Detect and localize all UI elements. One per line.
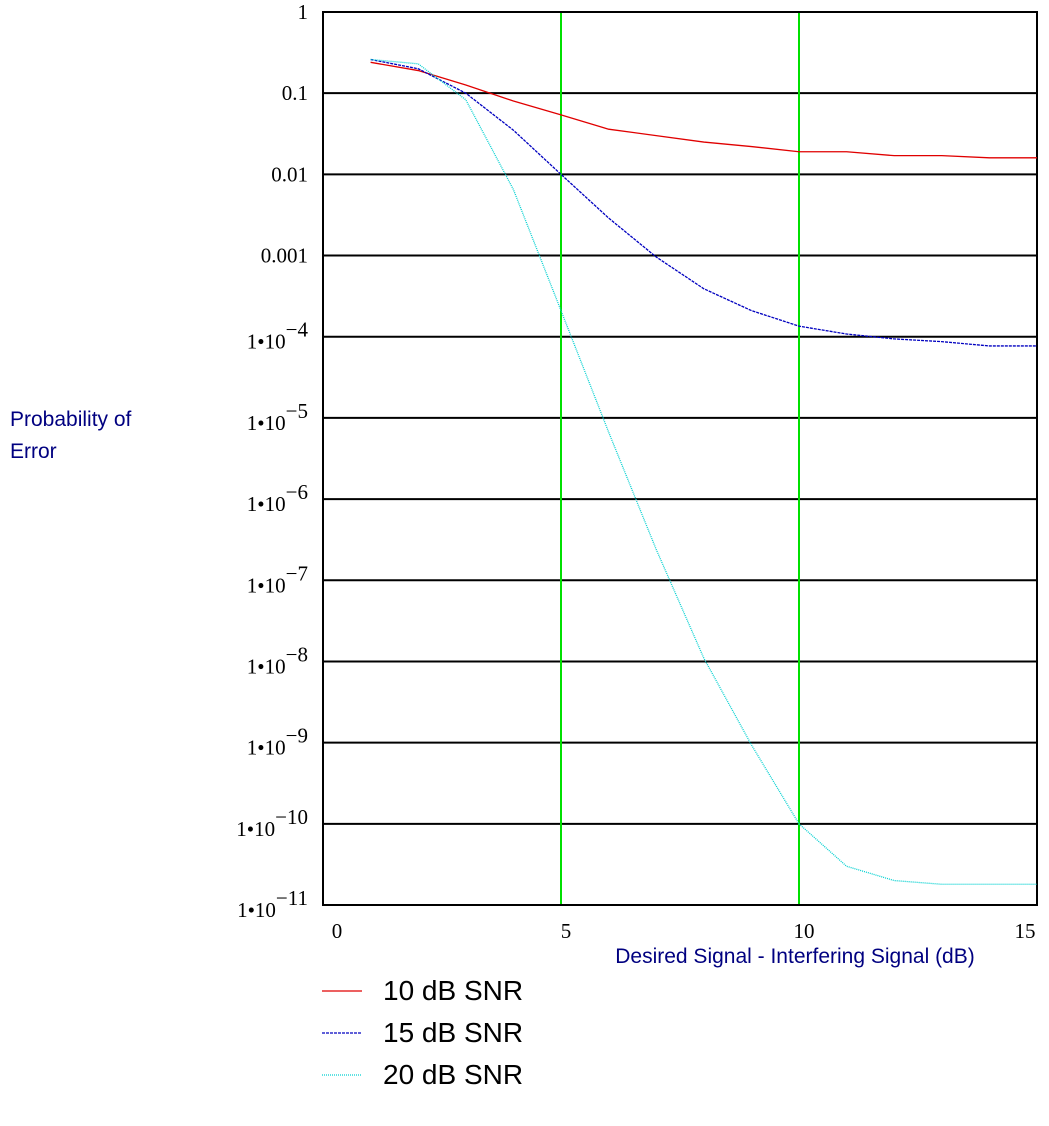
y-tick-label: 0.01 (271, 162, 308, 186)
x-tick-label: 5 (561, 919, 572, 943)
y-tick-label: 0.001 (261, 244, 308, 268)
x-tick-label: 15 (1015, 919, 1036, 943)
series-line (370, 58, 1037, 885)
legend-label: 10 dB SNR (383, 975, 523, 1006)
y-tick-label: 1•10−9 (247, 724, 308, 760)
y-tick-label: 1•10−6 (247, 480, 308, 516)
y-axis-title: Probability of Error (10, 408, 132, 463)
y-tick-label: 0.1 (282, 81, 308, 105)
y-tick-label: 1•10−8 (247, 642, 308, 678)
y-tick-label: 1•10−7 (247, 561, 308, 597)
x-axis-title: Desired Signal - Interfering Signal (dB) (615, 945, 975, 968)
y-tick-label: 1 (298, 0, 309, 24)
series-line (370, 61, 1037, 159)
plot-frame (322, 11, 1038, 906)
y-tick-label: 1•10−5 (247, 399, 308, 435)
x-tick-label: 0 (332, 919, 343, 943)
series-line (370, 58, 1037, 347)
x-tick-label: 10 (794, 919, 815, 943)
y-tick-label: 1•10−10 (236, 805, 308, 841)
y-tick-label: 1•10−11 (237, 886, 308, 922)
y-tick-label: 1•10−4 (247, 318, 309, 354)
legend-label: 15 dB SNR (383, 1017, 523, 1048)
legend-label: 20 dB SNR (383, 1059, 523, 1090)
